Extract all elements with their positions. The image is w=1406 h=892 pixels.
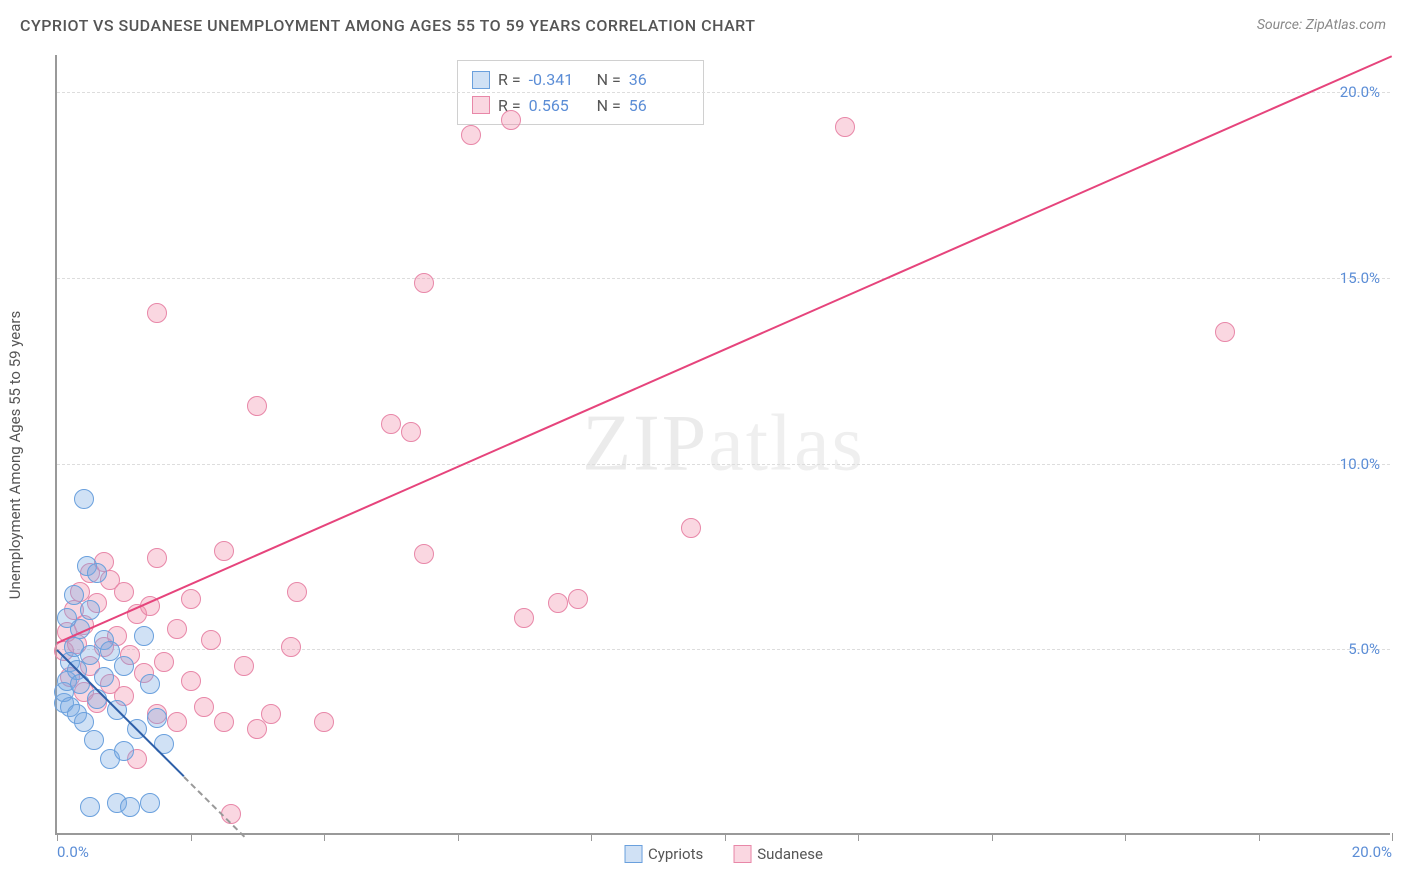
data-point-sudanese	[247, 396, 267, 416]
data-point-sudanese	[167, 712, 187, 732]
data-point-sudanese	[147, 548, 167, 568]
data-point-sudanese	[281, 637, 301, 657]
trendline-sudanese	[57, 55, 1393, 644]
data-point-sudanese	[181, 671, 201, 691]
data-point-sudanese	[681, 518, 701, 538]
r-value-sudanese: 0.565	[529, 93, 589, 119]
data-point-cypriots	[84, 730, 104, 750]
data-point-sudanese	[194, 697, 214, 717]
gridline	[57, 649, 1390, 650]
data-point-sudanese	[167, 619, 187, 639]
legend-item-cypriots: Cypriots	[624, 845, 703, 863]
y-axis-label: Unemployment Among Ages 55 to 59 years	[6, 311, 24, 599]
x-tick	[992, 833, 993, 841]
data-point-cypriots	[64, 585, 84, 605]
data-point-sudanese	[835, 117, 855, 137]
data-point-sudanese	[181, 589, 201, 609]
data-point-sudanese	[154, 652, 174, 672]
data-point-cypriots	[114, 656, 134, 676]
source-attribution: Source: ZipAtlas.com	[1257, 17, 1386, 33]
data-point-cypriots	[74, 712, 94, 732]
r-label: R =	[498, 67, 521, 93]
data-point-cypriots	[80, 600, 100, 620]
data-point-sudanese	[568, 589, 588, 609]
data-point-sudanese	[414, 273, 434, 293]
legend-row-cypriots: R = -0.341 N = 36	[472, 67, 689, 93]
x-tick	[57, 833, 58, 841]
x-tick	[1259, 833, 1260, 841]
swatch-cypriots	[624, 845, 642, 863]
x-tick	[725, 833, 726, 841]
scatter-chart: ZIPatlas R = -0.341 N = 36 R = 0.565 N =…	[55, 55, 1390, 835]
y-tick-label: 10.0%	[1340, 455, 1380, 473]
data-point-cypriots	[94, 667, 114, 687]
data-point-cypriots	[140, 674, 160, 694]
data-point-sudanese	[414, 544, 434, 564]
data-point-cypriots	[57, 608, 77, 628]
x-tick	[458, 833, 459, 841]
data-point-cypriots	[140, 793, 160, 813]
data-point-sudanese	[548, 593, 568, 613]
data-point-sudanese	[501, 110, 521, 130]
data-point-sudanese	[261, 704, 281, 724]
data-point-sudanese	[287, 582, 307, 602]
swatch-cypriots	[472, 71, 490, 89]
legend-label-sudanese: Sudanese	[757, 845, 823, 863]
data-point-cypriots	[147, 708, 167, 728]
x-tick	[591, 833, 592, 841]
data-point-sudanese	[381, 414, 401, 434]
data-point-cypriots	[134, 626, 154, 646]
n-value-cypriots: 36	[629, 67, 689, 93]
data-point-cypriots	[114, 741, 134, 761]
gridline	[57, 278, 1390, 279]
x-tick	[1125, 833, 1126, 841]
x-tick	[1392, 833, 1393, 841]
r-value-cypriots: -0.341	[529, 67, 589, 93]
data-point-cypriots	[87, 689, 107, 709]
data-point-sudanese	[214, 541, 234, 561]
chart-title: CYPRIOT VS SUDANESE UNEMPLOYMENT AMONG A…	[20, 16, 755, 35]
legend-label-cypriots: Cypriots	[648, 845, 703, 863]
swatch-sudanese	[733, 845, 751, 863]
data-point-cypriots	[87, 563, 107, 583]
data-point-cypriots	[70, 674, 90, 694]
x-tick-label: 0.0%	[57, 843, 89, 861]
data-point-cypriots	[80, 797, 100, 817]
x-tick	[324, 833, 325, 841]
data-point-sudanese	[1215, 322, 1235, 342]
n-label: N =	[597, 93, 621, 119]
watermark-text: ZIPatlas	[582, 399, 865, 490]
data-point-sudanese	[514, 608, 534, 628]
data-point-cypriots	[74, 489, 94, 509]
data-point-sudanese	[147, 303, 167, 323]
y-tick-label: 20.0%	[1340, 83, 1380, 101]
data-point-sudanese	[461, 125, 481, 145]
data-point-sudanese	[314, 712, 334, 732]
x-tick	[191, 833, 192, 841]
x-tick-label: 20.0%	[1352, 843, 1392, 861]
data-point-sudanese	[401, 422, 421, 442]
legend-item-sudanese: Sudanese	[733, 845, 823, 863]
n-value-sudanese: 56	[629, 93, 689, 119]
data-point-cypriots	[120, 797, 140, 817]
x-tick	[858, 833, 859, 841]
data-point-sudanese	[114, 582, 134, 602]
n-label: N =	[597, 67, 621, 93]
data-point-sudanese	[234, 656, 254, 676]
y-tick-label: 15.0%	[1340, 269, 1380, 287]
data-point-sudanese	[214, 712, 234, 732]
swatch-sudanese	[472, 96, 490, 114]
data-point-sudanese	[201, 630, 221, 650]
y-tick-label: 5.0%	[1348, 640, 1380, 658]
gridline	[57, 464, 1390, 465]
series-legend: Cypriots Sudanese	[624, 845, 823, 863]
gridline	[57, 92, 1390, 93]
